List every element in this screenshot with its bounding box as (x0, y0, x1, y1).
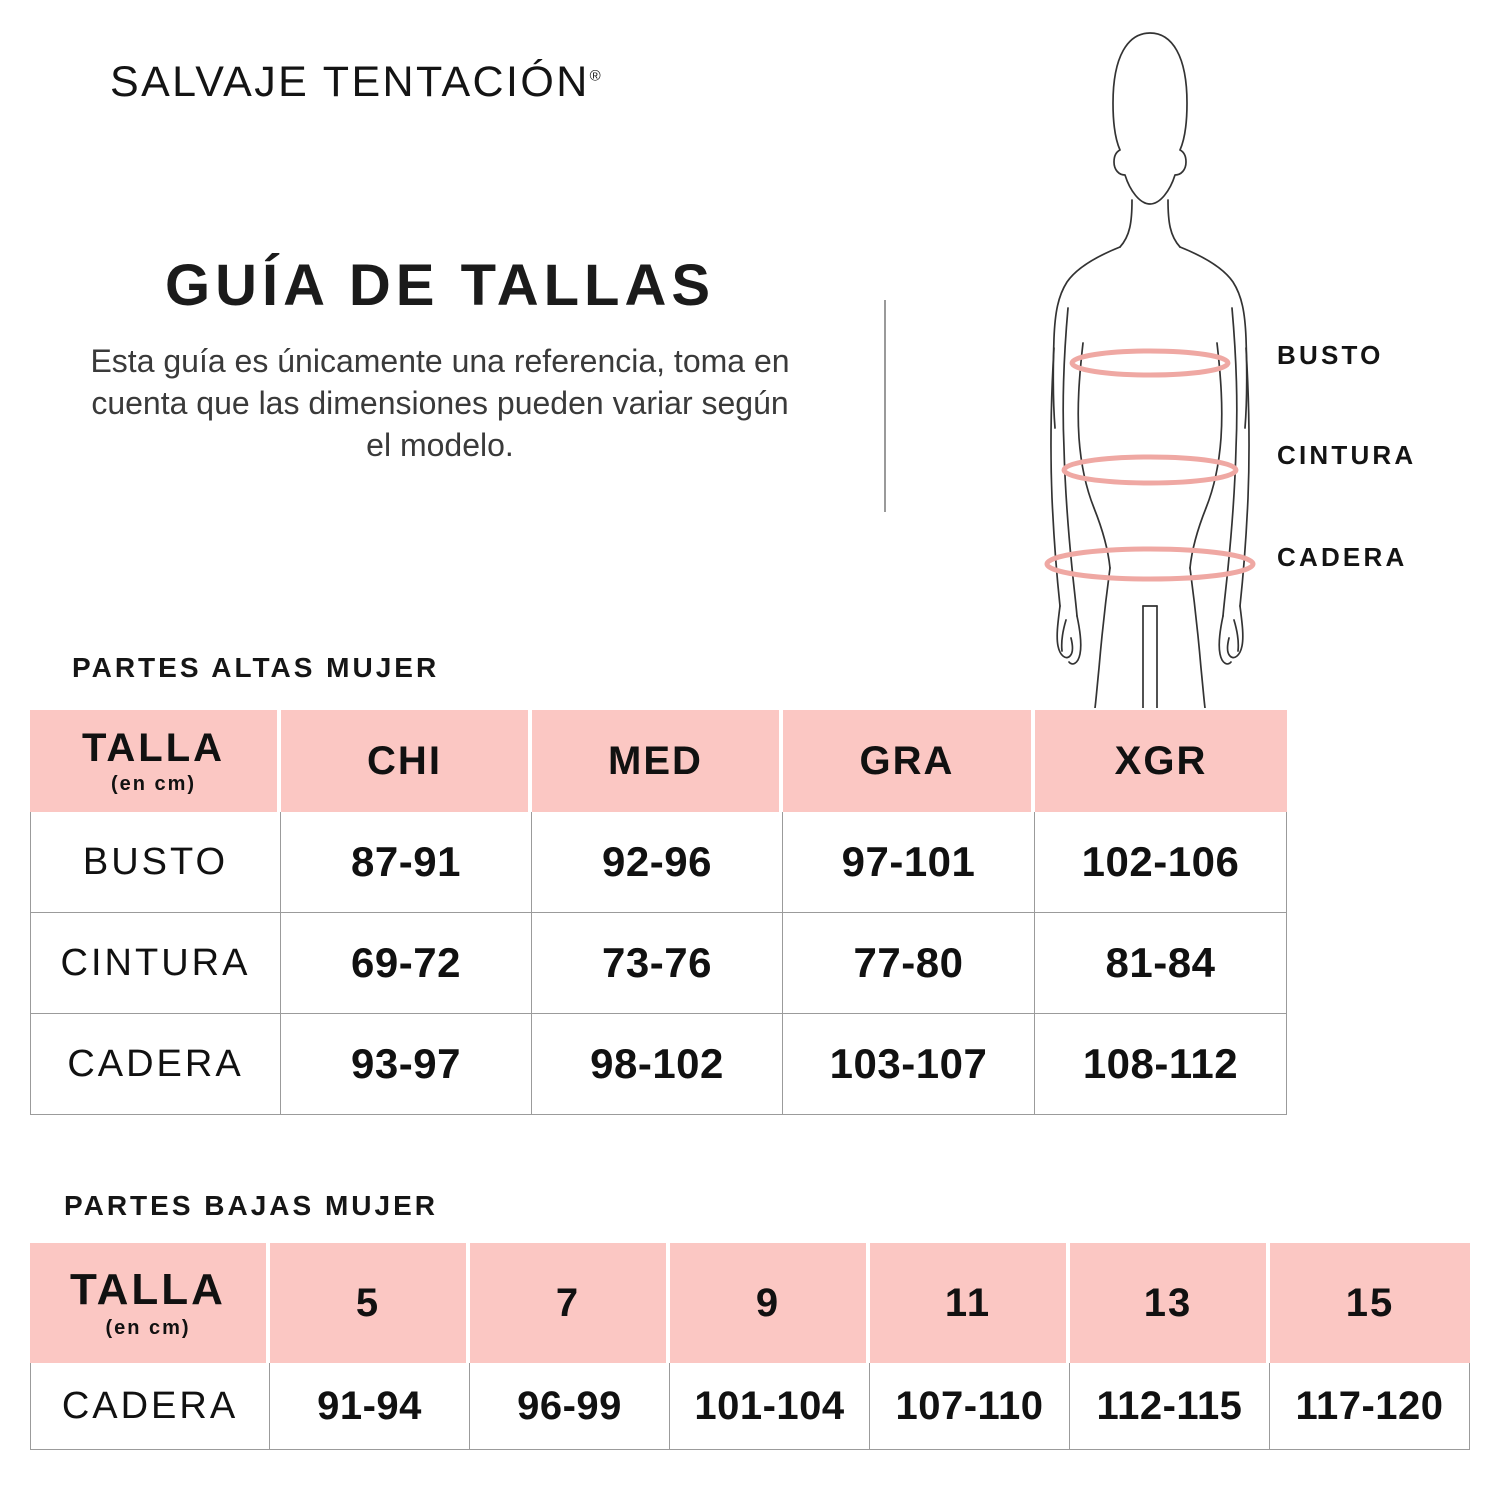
table-row: CINTURA 69-72 73-76 77-80 81-84 (30, 913, 1287, 1014)
cell-cintura-gra: 77-80 (783, 913, 1035, 1014)
table-header-row: TALLA (en cm) CHI MED GRA XGR (30, 710, 1287, 812)
cell-cintura-chi: 69-72 (281, 913, 532, 1014)
row-label-cadera: CADERA (30, 1014, 281, 1115)
female-body-figure (960, 8, 1340, 708)
cell-cadera-7: 96-99 (470, 1363, 670, 1450)
header-cell-size-5: 5 (270, 1243, 470, 1363)
label-busto: BUSTO (1277, 340, 1384, 370)
header-cell-size-11: 11 (870, 1243, 1070, 1363)
table-row: CADERA 91-94 96-99 101-104 107-110 112-1… (30, 1363, 1470, 1450)
cell-cintura-xgr: 81-84 (1035, 913, 1287, 1014)
brand-name: SALVAJE TENTACIÓN (110, 58, 590, 106)
header-cell-talla: TALLA (en cm) (30, 1243, 270, 1363)
header-cell-xgr: XGR (1035, 710, 1287, 812)
vertical-divider (884, 300, 886, 512)
cell-cadera-13: 112-115 (1070, 1363, 1270, 1450)
label-cintura: CINTURA (1277, 440, 1417, 470)
body-silhouette-icon (1044, 32, 1256, 708)
table-partes-bajas-mujer: TALLA (en cm) 5 7 9 11 13 15 CADERA 91-9… (30, 1243, 1470, 1450)
table-row: CADERA 93-97 98-102 103-107 108-112 (30, 1014, 1287, 1115)
section-heading-partes-bajas: PARTES BAJAS MUJER (64, 1190, 438, 1221)
header-cell-size-13: 13 (1070, 1243, 1270, 1363)
waist-measure-ellipse (1061, 454, 1239, 486)
header-cell-size-7: 7 (470, 1243, 670, 1363)
table-row: BUSTO 87-91 92-96 97-101 102-106 (30, 812, 1287, 913)
hip-measure-ellipse (1044, 546, 1256, 582)
header-cell-chi: CHI (281, 710, 532, 812)
header-cell-talla: TALLA (en cm) (30, 710, 281, 812)
page-subtitle: Esta guía es únicamente una referencia, … (90, 343, 790, 464)
cell-cadera-gra: 103-107 (783, 1014, 1035, 1115)
cell-busto-med: 92-96 (532, 812, 783, 913)
cell-cintura-med: 73-76 (532, 913, 783, 1014)
talla-unit: (en cm) (105, 1317, 191, 1339)
cell-cadera-9: 101-104 (670, 1363, 870, 1450)
row-label-cintura: CINTURA (30, 913, 281, 1014)
cell-cadera-11: 107-110 (870, 1363, 1070, 1450)
cell-busto-chi: 87-91 (281, 812, 532, 913)
header-cell-size-9: 9 (670, 1243, 870, 1363)
cell-cadera-xgr: 108-112 (1035, 1014, 1287, 1115)
registered-trademark-icon: ® (589, 67, 601, 85)
cell-cadera-med: 98-102 (532, 1014, 783, 1115)
cell-cadera-chi: 93-97 (281, 1014, 532, 1115)
bust-measure-ellipse (1069, 348, 1231, 378)
header-cell-gra: GRA (783, 710, 1035, 812)
cell-cadera-15: 117-120 (1270, 1363, 1470, 1450)
talla-label: TALLA (81, 726, 226, 770)
table-partes-altas-mujer: TALLA (en cm) CHI MED GRA XGR BUSTO 87-9… (30, 710, 1287, 1115)
cell-busto-xgr: 102-106 (1035, 812, 1287, 913)
cell-cadera-5: 91-94 (270, 1363, 470, 1450)
header-cell-med: MED (532, 710, 783, 812)
cell-busto-gra: 97-101 (783, 812, 1035, 913)
row-label-busto: BUSTO (30, 812, 281, 913)
talla-unit: (en cm) (110, 773, 197, 795)
page-title: GUÍA DE TALLAS (164, 253, 716, 318)
label-cadera: CADERA (1277, 542, 1408, 572)
section-heading-partes-altas: PARTES ALTAS MUJER (72, 652, 440, 683)
table-header-row: TALLA (en cm) 5 7 9 11 13 15 (30, 1243, 1470, 1363)
row-label-cadera: CADERA (30, 1363, 270, 1450)
talla-label: TALLA (70, 1265, 226, 1314)
brand-logo: SALVAJE TENTACIÓN® (110, 58, 601, 107)
header-cell-size-15: 15 (1270, 1243, 1470, 1363)
